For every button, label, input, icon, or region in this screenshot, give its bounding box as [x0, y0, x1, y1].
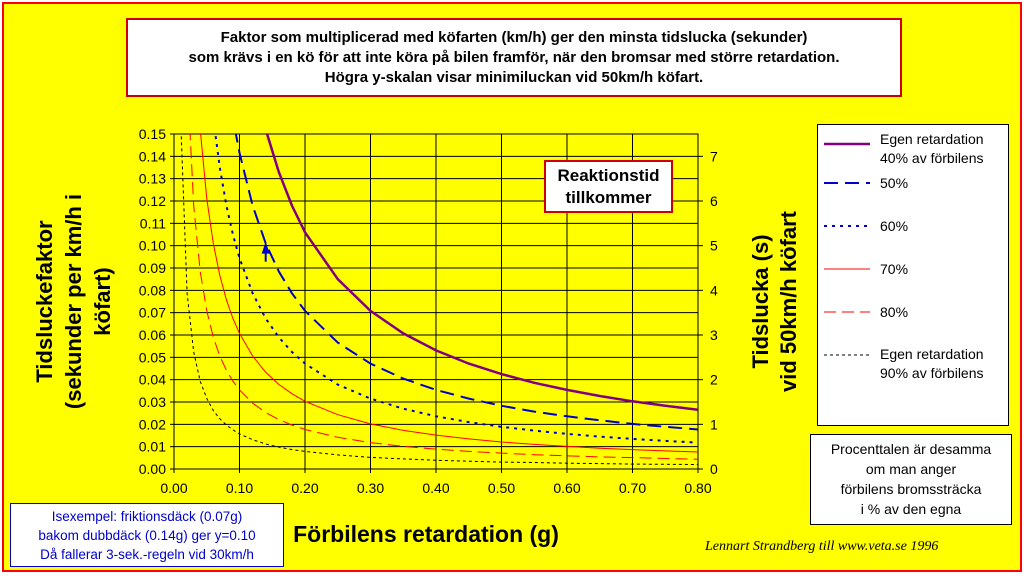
credit: Lennart Strandberg till www.veta.se 1996 — [705, 539, 939, 554]
legend: Egen retardation 40% av förbilens 50% 60… — [817, 124, 1009, 426]
y-tick-label: 0.06 — [139, 327, 166, 343]
y-tick-label: 0.11 — [140, 215, 166, 231]
example-line-2: bakom dubbdäck (0.14g) ger y=0.10 — [38, 528, 256, 543]
note-line-1: Procenttalen är desamma — [830, 441, 992, 457]
y-tick-label: 0.08 — [139, 282, 166, 298]
y-tick-label: 0.09 — [139, 260, 166, 276]
y2-tick-label: 6 — [710, 193, 718, 209]
percent-note: Procenttalen är desamma om man anger för… — [810, 434, 1012, 525]
note-line-2: om man anger — [865, 461, 957, 477]
x-tick-label: 0.60 — [553, 480, 580, 496]
chart-title: Faktor som multiplicerad med köfarten (k… — [126, 18, 902, 97]
y-tick-label: 0.01 — [139, 439, 166, 455]
series-line-80 — [189, 134, 698, 460]
y-tick-label: 0.05 — [139, 349, 166, 365]
legend-label-40-line1: Egen retardation — [880, 131, 984, 147]
series-line-40 — [265, 134, 698, 412]
series-line-60 — [214, 134, 698, 444]
y2-tick-label: 3 — [710, 327, 718, 343]
title-line-3: Högra y-skalan visar minimiluckan vid 50… — [324, 69, 704, 86]
y-tick-label: 0.14 — [139, 148, 166, 164]
plot-border — [173, 133, 699, 470]
reaction-line-1: Reaktionstid — [557, 166, 660, 185]
legend-label-80: 80% — [880, 304, 909, 320]
note-line-4: i % av den egna — [860, 501, 962, 517]
y-tick-label: 0.03 — [139, 394, 166, 410]
x-tick-label: 0.10 — [226, 480, 253, 496]
y2-tick-label: 0 — [710, 461, 718, 477]
x-tick-label: 0.00 — [160, 480, 187, 496]
x-tick-label: 0.50 — [488, 480, 515, 496]
x-axis-title: Förbilens retardation (g) — [293, 521, 559, 547]
legend-label-90-line2: 90% av förbilens — [880, 365, 984, 381]
x-tick-label: 0.30 — [357, 480, 384, 496]
series-line-50 — [234, 134, 698, 431]
legend-label-70: 70% — [880, 261, 909, 277]
example-line-3: Då fallerar 3-sek.-regeln vid 30km/h — [40, 547, 254, 562]
y2-tick-label: 5 — [710, 238, 718, 254]
y-tick-label: 0.15 — [139, 126, 166, 142]
series-line-70 — [200, 134, 698, 453]
reaction-time-note: Reaktionstid tillkommer — [544, 160, 673, 213]
series-line-90 — [180, 134, 698, 465]
x-tick-label: 0.80 — [684, 480, 711, 496]
annotation-arrow-head — [261, 241, 270, 254]
y-tick-label: 0.13 — [139, 171, 166, 187]
y-tick-label: 0.00 — [139, 461, 166, 477]
y-tick-label: 0.10 — [139, 238, 166, 254]
x-tick-label: 0.70 — [619, 480, 646, 496]
note-line-3: förbilens bromssträcka — [840, 481, 982, 497]
title-line-1: Faktor som multiplicerad med köfarten (k… — [220, 29, 808, 46]
reaction-line-2: tillkommer — [565, 188, 652, 207]
y-axis-title-line-2: (sekunder per km/h i — [61, 194, 86, 409]
y2-axis-title-line-1: Tidslucka (s) — [748, 234, 773, 368]
example-line-1: Isexempel: friktionsdäck (0.07g) — [51, 509, 243, 524]
y-axis-title-line-3: köfart) — [90, 267, 115, 335]
legend-label-90-line1: Egen retardation — [880, 346, 984, 362]
x-tick-label: 0.20 — [291, 480, 318, 496]
y-tick-label: 0.12 — [139, 193, 166, 209]
y2-tick-label: 4 — [710, 282, 718, 298]
y2-axis-title-line-2: vid 50km/h köfart — [776, 210, 801, 392]
y2-tick-label: 1 — [710, 416, 718, 432]
y-tick-label: 0.02 — [139, 416, 166, 432]
title-line-2: som krävs i en kö för att inte köra på b… — [188, 49, 840, 66]
legend-label-50: 50% — [880, 175, 909, 191]
legend-label-60: 60% — [880, 218, 909, 234]
legend-swatches — [824, 142, 870, 356]
y-tick-label: 0.04 — [139, 372, 166, 388]
y2-tick-label: 7 — [710, 148, 718, 164]
y-axis-title-line-1: Tidsluckefaktor — [32, 220, 57, 383]
y2-tick-label: 2 — [710, 372, 718, 388]
y-tick-label: 0.07 — [139, 305, 166, 321]
x-tick-label: 0.40 — [422, 480, 449, 496]
legend-label-40-line2: 40% av förbilens — [880, 150, 984, 166]
ice-example-note: Isexempel: friktionsdäck (0.07g) bakom d… — [10, 503, 284, 567]
